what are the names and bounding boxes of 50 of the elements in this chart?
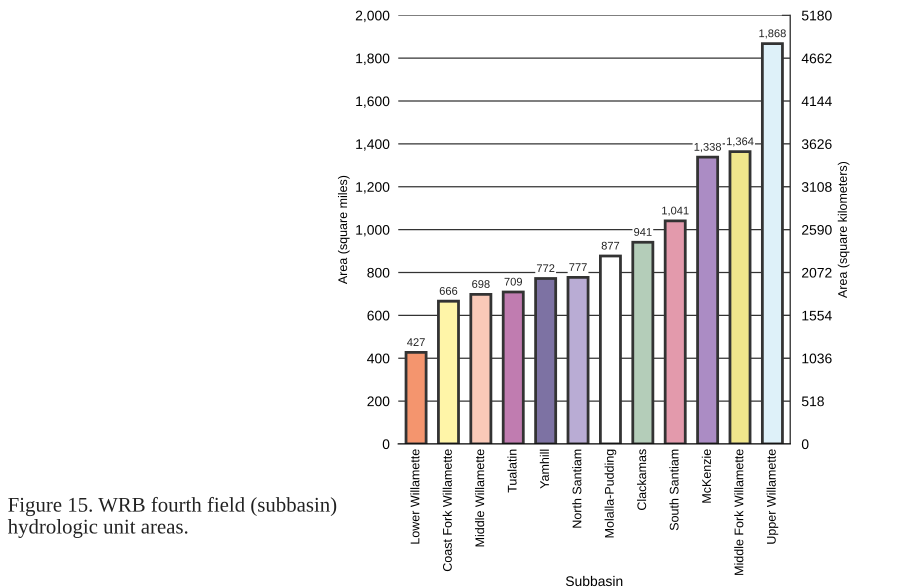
y-tick-label: 1,000	[356, 224, 390, 236]
y-tick-label: 1,400	[356, 139, 390, 151]
data-label: 941	[634, 228, 652, 236]
caption: Figure 15. WRB fourth field (subbasin) hydrologic unit areas.	[8, 496, 336, 538]
y-tick-label: 1,200	[356, 182, 390, 194]
y2-tick-label: 0	[802, 439, 809, 450]
x-tick-label: Coast Fork Willamette	[442, 449, 452, 572]
y-tick-label: 600	[367, 310, 390, 321]
data-label: 1,364	[726, 137, 754, 147]
x-tick-label: McKenzie	[702, 449, 711, 503]
data-label: 1,338	[694, 142, 722, 152]
x-tick-label: South Santiam	[669, 450, 679, 530]
y-axis-title: Area (square miles)	[338, 176, 350, 284]
y-tick-label: 1,600	[356, 96, 390, 108]
x-tick-label: Upper Willamette	[766, 449, 778, 544]
y2-tick-label: 5180	[802, 10, 832, 20]
y-tick-label: 1,800	[356, 53, 390, 65]
x-tick-label: Clackamas	[637, 449, 646, 510]
data-label: 772	[536, 264, 554, 272]
data-label: 427	[407, 338, 425, 346]
data-label: 698	[472, 280, 490, 288]
x-tick-label: Yamhill	[540, 450, 550, 489]
data-label: 666	[440, 286, 458, 295]
y-tick-label: 800	[367, 268, 390, 278]
y2-axis-title: Area (square kilometers)	[838, 162, 850, 298]
x-tick-label: North Santiam	[572, 450, 582, 528]
x-tick-label: Tualatin	[507, 450, 517, 493]
x-axis-title: Subbasin	[566, 576, 622, 586]
y-tick-label: 200	[367, 396, 390, 406]
x-tick-label: Middle Willamette	[475, 449, 484, 546]
y2-tick-label: 4144	[802, 96, 832, 106]
y-tick-label: 400	[367, 354, 390, 364]
data-label: 1,868	[759, 29, 786, 39]
data-label: 709	[504, 278, 522, 286]
y2-tick-label: 3626	[802, 139, 832, 150]
y2-tick-label: 2590	[802, 224, 832, 235]
y2-tick-label: 3108	[802, 182, 832, 192]
x-tick-label: Molalla-Pudding	[604, 450, 616, 538]
y-tick-label: 0	[382, 439, 390, 450]
y2-tick-label: 1554	[802, 310, 832, 321]
y-tick-label: 2,000	[356, 10, 390, 22]
y2-tick-label: 4662	[802, 53, 832, 64]
y2-tick-label: 518	[802, 396, 824, 406]
x-tick-label: Middle Fork Willamette	[734, 449, 744, 575]
x-tick-label: Lower Willamette	[410, 449, 420, 544]
y2-tick-label: 1036	[802, 354, 832, 364]
y2-tick-label: 2072	[802, 268, 832, 278]
data-label: 777	[569, 263, 587, 271]
data-label: 1,041	[662, 206, 689, 216]
data-label: 877	[602, 242, 620, 250]
